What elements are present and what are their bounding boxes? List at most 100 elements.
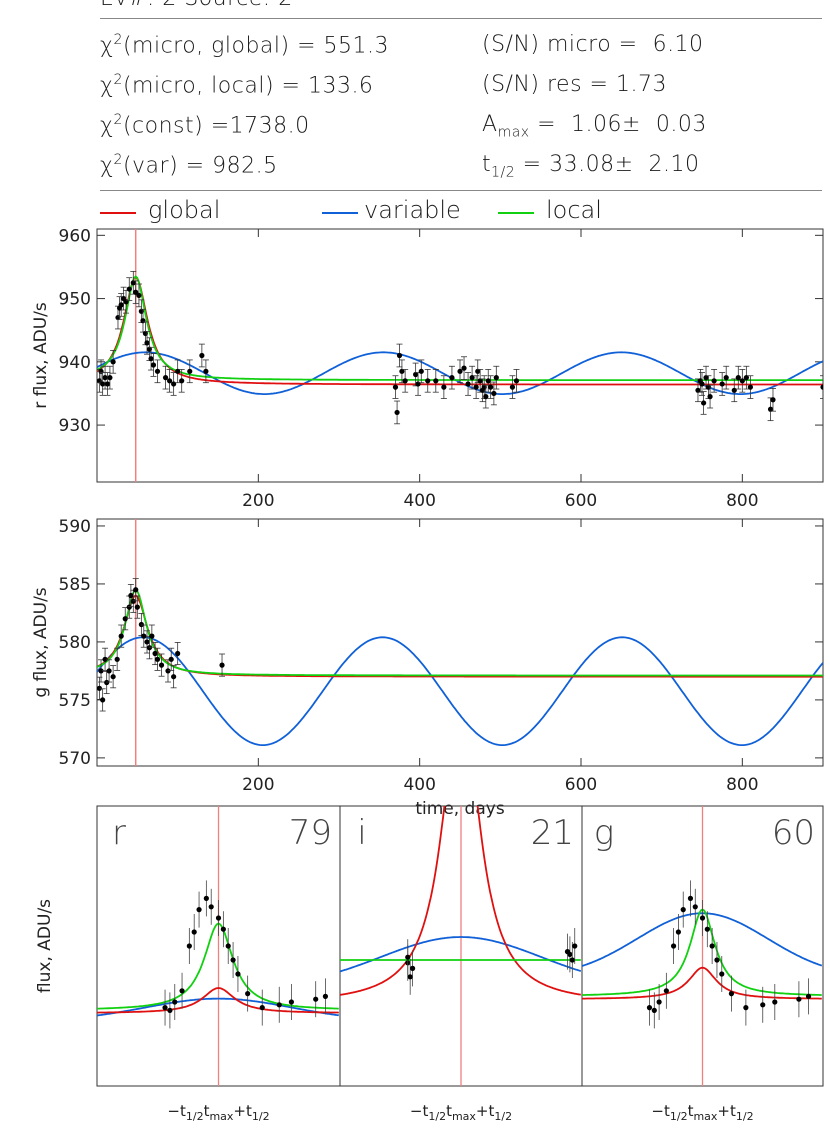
data-point xyxy=(670,943,677,949)
data-point xyxy=(701,400,707,406)
chi2-text: (const) =1738.0 xyxy=(122,113,310,139)
data-point xyxy=(196,907,202,913)
data-point xyxy=(433,378,439,384)
label-main: t xyxy=(446,1102,452,1120)
data-point xyxy=(465,381,471,387)
data-point xyxy=(425,378,431,384)
data-point xyxy=(100,381,106,387)
data-point xyxy=(203,368,209,374)
data-point xyxy=(699,381,705,387)
chi-sup: 2 xyxy=(113,112,123,128)
global-model-curve xyxy=(582,966,822,1000)
data-point xyxy=(457,368,463,374)
data-point xyxy=(767,406,774,412)
data-point xyxy=(392,384,399,390)
data-point xyxy=(171,674,177,680)
zoom-x-label: −t1/2tmax+t1/2 xyxy=(651,1102,753,1123)
data-point xyxy=(441,384,447,390)
data-point xyxy=(114,656,120,662)
data-point xyxy=(663,988,669,994)
data-point xyxy=(100,697,106,703)
data-point xyxy=(171,381,177,387)
zoom-area-i xyxy=(340,806,582,996)
zoom-area-r xyxy=(97,880,339,1029)
y-tick-label: 570 xyxy=(59,749,91,769)
data-point xyxy=(461,365,467,371)
data-point xyxy=(235,971,241,977)
title-partial: Ev#: 2 Source: 2 xyxy=(100,0,293,11)
data-point xyxy=(407,974,413,980)
count-label: 79 xyxy=(289,813,332,853)
data-point xyxy=(707,394,713,400)
data-point xyxy=(477,378,483,384)
data-point xyxy=(743,375,749,381)
data-point xyxy=(175,368,181,374)
data-point xyxy=(675,929,682,935)
x-tick-label: 200 xyxy=(242,491,274,511)
data-point xyxy=(493,375,499,381)
data-point xyxy=(167,1007,173,1014)
count-label: 21 xyxy=(531,813,574,853)
sn-micro: (S/N) micro = 6.10 xyxy=(482,32,704,57)
data-point xyxy=(152,650,158,657)
chi-symbol: χ xyxy=(100,153,114,179)
data-point xyxy=(259,1005,265,1011)
data-point xyxy=(106,668,112,674)
y-axis-label: g flux, ADU/s xyxy=(31,587,51,697)
data-point xyxy=(475,368,481,374)
label-sub: 1/2 xyxy=(428,1110,446,1123)
label-main: −t xyxy=(167,1102,186,1120)
data-point xyxy=(405,954,411,960)
data-point xyxy=(149,633,155,639)
data-point xyxy=(146,645,153,651)
data-point xyxy=(97,685,103,691)
t-symbol: t xyxy=(482,152,492,177)
data-point xyxy=(122,616,128,622)
y-axis-label: r flux, ADU/s xyxy=(31,302,51,409)
data-point xyxy=(760,1002,766,1008)
data-point xyxy=(118,302,124,308)
data-point xyxy=(394,409,400,416)
data-point xyxy=(187,368,193,374)
zoom-x-label: −t1/2tmax+t1/2 xyxy=(167,1102,269,1123)
a-symbol: A xyxy=(482,112,498,137)
data-point xyxy=(134,604,140,610)
data-point xyxy=(186,943,192,949)
data-point xyxy=(739,378,745,384)
data-point xyxy=(413,371,419,378)
chi2-text: (var) = 982.5 xyxy=(122,153,278,179)
legend-swatch-global xyxy=(100,212,136,214)
t-sub: 1/2 xyxy=(491,164,516,181)
data-point xyxy=(141,633,147,639)
data-point xyxy=(154,368,161,374)
data-point xyxy=(150,362,157,368)
data-point xyxy=(110,359,116,365)
data-point xyxy=(703,375,709,381)
data-point xyxy=(110,674,116,680)
global-model-curve xyxy=(97,987,339,1014)
label-main: +t xyxy=(476,1102,495,1120)
data-point xyxy=(138,621,144,628)
data-point xyxy=(175,650,181,657)
x-tick-label: 800 xyxy=(726,775,758,795)
label-sub: max xyxy=(209,1110,233,1123)
global-model-curve xyxy=(340,806,581,996)
chi-sup: 2 xyxy=(113,152,123,168)
x-tick-label: 800 xyxy=(726,491,758,511)
data-point xyxy=(485,378,491,384)
data-point xyxy=(569,957,575,963)
data-point xyxy=(102,375,108,381)
data-point xyxy=(126,286,132,292)
data-point xyxy=(483,394,489,400)
data-point xyxy=(288,999,294,1005)
data-point xyxy=(469,375,475,381)
data-point xyxy=(230,957,236,963)
legend-swatch-variable xyxy=(322,212,358,214)
chi2-micro-global: χ2(micro, global) = 551.3 xyxy=(100,32,389,58)
data-point xyxy=(168,656,174,662)
chi-symbol: χ xyxy=(100,33,114,59)
y-tick-label: 950 xyxy=(59,290,91,310)
data-point xyxy=(208,904,214,910)
stats-header: Ev#: 2 Source: 2 χ2(micro, global) = 551… xyxy=(0,0,830,200)
